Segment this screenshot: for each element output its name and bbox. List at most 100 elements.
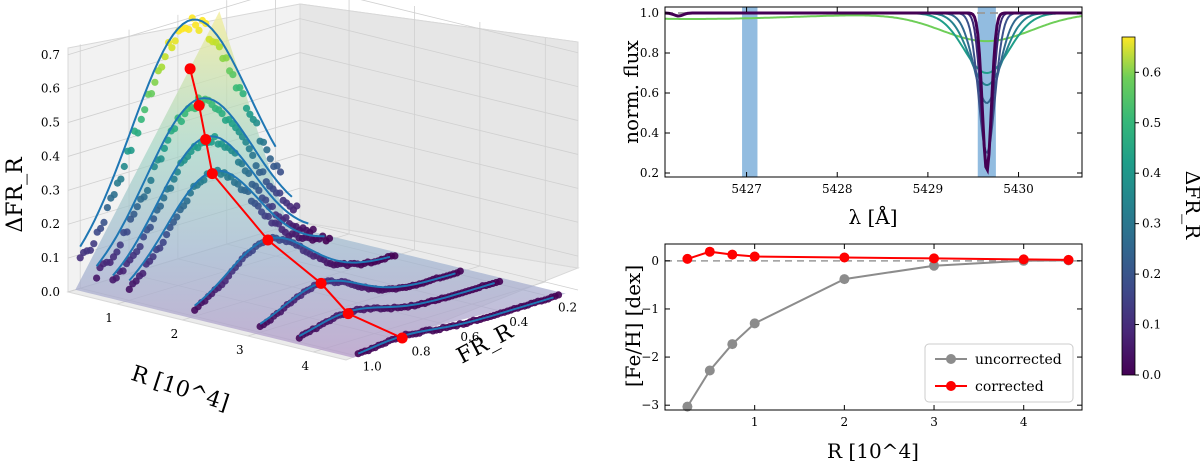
scatter-point-R0-41 xyxy=(137,115,145,123)
scatter-point-R2-18 xyxy=(248,180,256,188)
ytick-3d-3: 0.8 xyxy=(412,345,431,359)
metallicity-point-uncorrected-0 xyxy=(682,401,693,412)
fit-curve-5 xyxy=(259,272,456,325)
metallicity-point-uncorrected-3 xyxy=(749,318,760,329)
scatter-point-R1-12 xyxy=(252,162,260,170)
ztick-7: 0.7 xyxy=(41,48,60,62)
scatter-point-R2-41 xyxy=(170,175,178,183)
spec-ytick-4: 1.0 xyxy=(640,6,659,20)
scatter-point-R2-28 xyxy=(214,140,222,148)
scatter-point-R3-17 xyxy=(268,219,276,227)
scatter-point-R0-25 xyxy=(192,21,200,29)
surface-3d-panel: 0.0 0.1 0.2 0.3 0.4 0.5 0.6 0.7 1 2 3 4 0.2 0.4 0.6 0.8… xyxy=(3,0,580,416)
corrected-point-3d-2 xyxy=(200,134,212,145)
scatter-point-R1-47 xyxy=(133,203,141,211)
cbar-tick-0: 0.0 xyxy=(1142,368,1161,382)
fit-curve-6 xyxy=(298,282,495,337)
corrected-point-3d-4 xyxy=(262,234,274,246)
corrected-point-3d-3 xyxy=(206,168,218,180)
scatter-point-R0-0 xyxy=(276,168,285,176)
metallicity-point-corrected-7 xyxy=(1063,254,1074,265)
scatter-point-R3-28 xyxy=(230,178,239,186)
scatter-point-R0-32 xyxy=(168,44,176,52)
metallicity-point-corrected-5 xyxy=(929,253,939,264)
scatter-point-R0-10 xyxy=(242,104,251,112)
corrected-line-3d xyxy=(189,68,403,339)
scatter-point-R0-6 xyxy=(256,137,264,145)
scatter-point-R1-52 xyxy=(116,241,124,249)
grid-z-7 xyxy=(67,0,579,56)
scatter-point-R3-46 xyxy=(169,218,177,226)
pane-side xyxy=(299,3,579,269)
scatter-point-R6-59 xyxy=(295,334,303,342)
ztick-6: 0.6 xyxy=(41,82,60,96)
scatter-point-R0-9 xyxy=(246,110,254,118)
scatter-point-R7-59 xyxy=(354,350,362,358)
metallicity-line-uncorrected xyxy=(686,259,1069,408)
scatter-point-R0-21 xyxy=(205,35,213,43)
fit-curve-7 xyxy=(357,296,554,355)
colorbar-label: ΔFR_R xyxy=(1181,171,1200,240)
ytick-3d-4: 1.0 xyxy=(363,359,382,373)
xtick-3d-1: 2 xyxy=(171,327,179,341)
scatter-point-R1-9 xyxy=(262,178,270,186)
scatter-point-R0-45 xyxy=(124,147,132,155)
metallicity-ticks: 1 2 3 4 −3 −2 −1 0 xyxy=(641,244,1082,429)
spec-xtick-0: 5427 xyxy=(731,182,762,196)
scatter-point-R1-43 xyxy=(147,176,155,184)
xlabel-3d: R [10^4] xyxy=(128,361,232,416)
xtick-3d-2: 3 xyxy=(236,343,244,357)
grid-z-5 xyxy=(67,52,579,123)
metallicity-panel: 1 2 3 4 −3 −2 −1 0 [Fe/H] [dex] R [10^4] uncorr… xyxy=(621,243,1083,463)
scatter-point-R0-59 xyxy=(76,254,84,262)
metallicity-point-uncorrected-5 xyxy=(929,260,939,271)
cbar-tick-3: 0.3 xyxy=(1142,217,1161,231)
cbar-tick-1: 0.1 xyxy=(1142,318,1161,332)
colorbar: 0.0 0.1 0.2 0.3 0.4 0.5 0.6 ΔFR_R xyxy=(1121,36,1200,382)
metallicity-point-uncorrected-1 xyxy=(704,365,715,376)
metallicity-series xyxy=(682,246,1074,412)
scatter-point-R0-36 xyxy=(154,67,162,75)
met-xtick-3: 4 xyxy=(1020,415,1028,429)
spectrum-ticks: 5427 5428 5429 5430 0.2 0.4 0.6 0.8 1.0 xyxy=(640,6,1082,196)
metallicity-point-corrected-2 xyxy=(727,249,738,260)
scatter-point-R1-13 xyxy=(249,151,257,159)
scatter-point-R0-34 xyxy=(161,53,169,61)
metallicity-point-corrected-4 xyxy=(839,252,850,263)
ztick-1: 0.1 xyxy=(41,251,60,265)
ytick-3d-0: 0.2 xyxy=(558,300,577,314)
spec-ytick-0: 0.2 xyxy=(640,166,659,180)
scatter-point-R1-54 xyxy=(109,253,118,261)
scatter-point-R5-59 xyxy=(256,322,264,331)
fit-curve-3 xyxy=(128,169,325,282)
scatter-point-R0-2 xyxy=(270,162,278,171)
scatter-point-R3-20 xyxy=(258,208,266,216)
legend-uncorrected-label: uncorrected xyxy=(975,352,1062,368)
ztick-2: 0.2 xyxy=(41,217,60,231)
scatter-point-R1-4 xyxy=(279,196,287,204)
scatter-point-R1-21 xyxy=(221,116,230,124)
scatter-point-R3-56 xyxy=(135,272,144,280)
spectrum-xlabel: λ [Å] xyxy=(848,204,897,229)
scatter-point-R1-58 xyxy=(96,264,104,272)
cbar-tick-4: 0.4 xyxy=(1142,166,1161,180)
scatter-point-R0-51 xyxy=(103,204,111,212)
scatter-point-R0-40 xyxy=(141,106,149,114)
scatter-point-R2-51 xyxy=(136,243,144,251)
scatter-point-R0-17 xyxy=(219,54,227,63)
fit-curve-4 xyxy=(194,236,391,307)
scatter-point-R0-37 xyxy=(151,78,159,86)
axes-3d: 0.0 0.1 0.2 0.3 0.4 0.5 0.6 0.7 1 2 3 4 0.2 0.4 0.6 0.8… xyxy=(41,48,577,374)
corrected-point-3d-0 xyxy=(184,63,196,75)
scatter-point-R3-23 xyxy=(247,197,256,205)
met-ytick-3: 0 xyxy=(651,254,659,268)
scatter-point-R0-13 xyxy=(232,84,240,92)
scatter-point-R2-47 xyxy=(150,215,158,223)
corrected-point-3d-6 xyxy=(342,308,354,320)
spec-xtick-3: 5430 xyxy=(1003,182,1034,196)
scatter-point-R3-49 xyxy=(159,238,167,246)
scatter-point-R0-3 xyxy=(266,155,274,163)
scatter-point-R0-31 xyxy=(171,37,179,45)
spec-ytick-3: 0.8 xyxy=(640,46,659,60)
